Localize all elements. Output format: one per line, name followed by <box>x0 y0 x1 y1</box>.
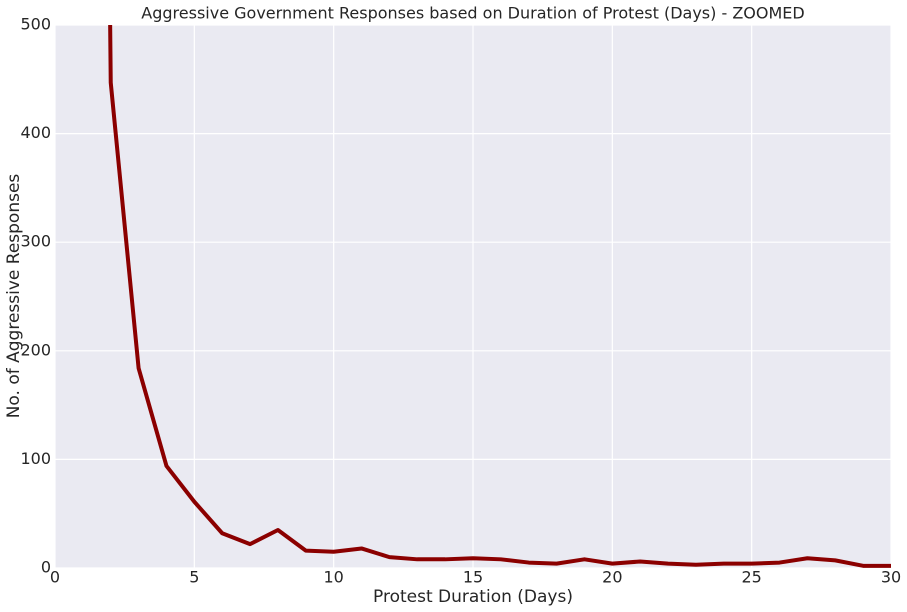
x-tick-label: 5 <box>189 568 199 587</box>
y-tick-label: 400 <box>20 123 51 142</box>
y-tick-label: 500 <box>20 15 51 34</box>
x-tick-label: 30 <box>881 568 901 587</box>
x-tick-label: 20 <box>602 568 622 587</box>
data-line <box>108 25 891 568</box>
x-tick-label: 0 <box>50 568 60 587</box>
y-tick-label: 0 <box>41 558 51 577</box>
x-tick-label: 15 <box>463 568 483 587</box>
y-tick-label: 200 <box>20 340 51 359</box>
x-tick-label: 10 <box>323 568 343 587</box>
y-tick-label: 300 <box>20 232 51 251</box>
y-tick-label: 100 <box>20 449 51 468</box>
chart-title: Aggressive Government Responses based on… <box>141 4 804 23</box>
x-axis-label: Protest Duration (Days) <box>373 587 573 607</box>
y-axis-label: No. of Aggressive Responses <box>4 174 24 419</box>
x-tick-label: 25 <box>741 568 761 587</box>
